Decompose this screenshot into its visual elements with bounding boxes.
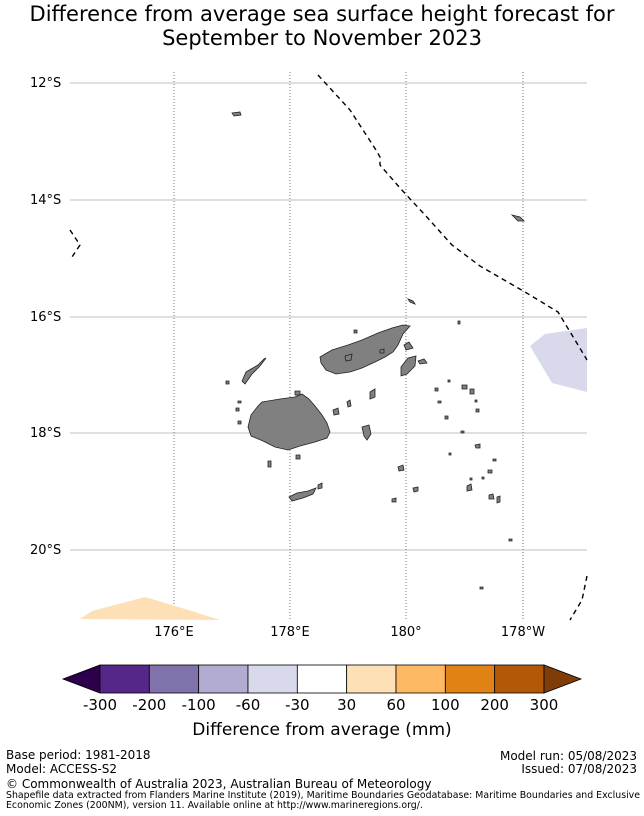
lon-label-178w: 178°W: [500, 625, 546, 640]
positive-anomaly-area: [80, 597, 220, 620]
colorbar-tick-label: 300: [529, 696, 559, 714]
viti-levu-island: [247, 393, 331, 451]
kadavu-island: [288, 487, 317, 502]
lat-label-14s: 14°S: [30, 193, 62, 208]
credit-line-1: Shapefile data extracted from Flanders M…: [6, 790, 640, 801]
colorbar-tick-label: 100: [431, 696, 460, 714]
colorbar-segment: [296, 664, 348, 694]
colorbar: [61, 664, 583, 694]
credit-line-2: Economic Zones (200NM), version 11. Avai…: [6, 800, 423, 811]
colorbar-tick-label: -30: [285, 696, 310, 714]
lon-label-176e: 176°E: [154, 625, 194, 640]
colorbar-segment: [198, 664, 249, 694]
chart-title: Difference from average sea surface heig…: [0, 2, 644, 50]
issued-date: Issued: 07/08/2023: [521, 762, 637, 776]
colorbar-tick-label: 60: [386, 696, 406, 714]
land-fiji: [225, 111, 525, 590]
latitude-gridlines: [70, 82, 587, 551]
colorbar-tick-label: -200: [132, 696, 167, 714]
colorbar-tick-label: 30: [337, 696, 357, 714]
model-run: Model run: 05/08/2023: [499, 749, 637, 763]
colorbar-segment: [148, 664, 200, 694]
map: [69, 72, 588, 621]
title-line-2: September to November 2023: [162, 26, 482, 50]
lat-label-12s: 12°S: [30, 76, 62, 91]
lon-label-178e: 178°E: [270, 625, 310, 640]
colorbar-segment: [99, 664, 150, 694]
title-line-1: Difference from average sea surface heig…: [29, 2, 615, 26]
vanua-levu-island: [319, 324, 411, 375]
eez-boundary: [69, 74, 588, 621]
colorbar-segments: [61, 664, 583, 694]
colorbar-tick-label: -100: [181, 696, 216, 714]
lon-label-180: 180°: [390, 625, 422, 640]
colorbar-extend-low: [61, 664, 101, 694]
colorbar-segment: [346, 664, 397, 694]
colorbar-tick-label: -60: [235, 696, 261, 714]
lat-label-16s: 16°S: [30, 310, 62, 325]
colorbar-extend-high: [543, 664, 583, 694]
base-period: Base period: 1981-2018: [6, 748, 151, 762]
colorbar-segment: [247, 664, 298, 694]
colorbar-tick-label: 200: [480, 696, 509, 714]
copyright: © Commonwealth of Australia 2023, Austra…: [6, 777, 432, 791]
colorbar-label: Difference from average (mm): [192, 720, 452, 740]
model-name: Model: ACCESS-S2: [6, 762, 118, 776]
negative-anomaly-area: [530, 328, 587, 392]
lat-label-20s: 20°S: [30, 543, 62, 558]
colorbar-segment: [494, 664, 545, 694]
colorbar-segment: [444, 664, 496, 694]
colorbar-segment: [395, 664, 446, 694]
taveuni-island: [400, 355, 417, 377]
colorbar-tick-label: -300: [82, 696, 118, 714]
lat-label-18s: 18°S: [30, 426, 62, 441]
